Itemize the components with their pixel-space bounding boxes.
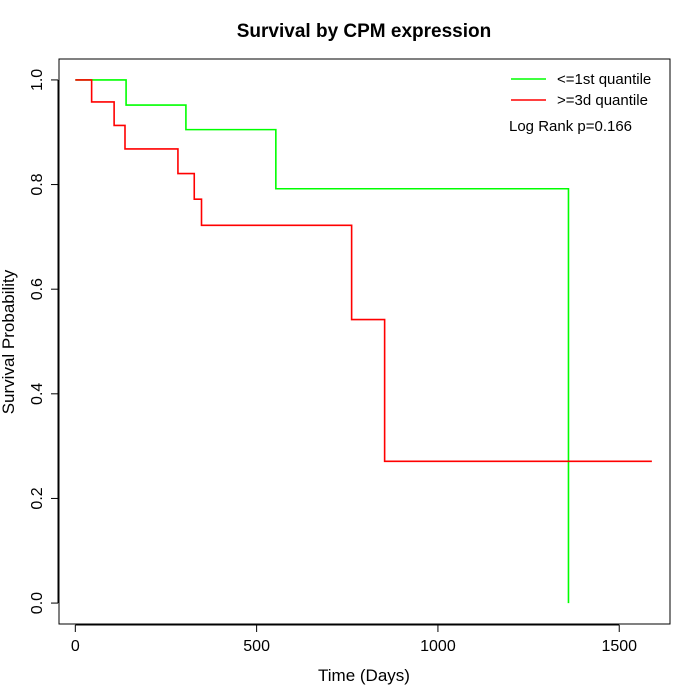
y-axis: 0.0 0.2 0.4 0.6 0.8 1.0	[29, 69, 59, 614]
y-axis-label: Survival Probability	[0, 269, 18, 414]
plot-frame	[58, 58, 671, 625]
x-axis: 0 500 1000 1500	[71, 624, 637, 655]
series-layer	[75, 79, 652, 604]
x-tick-label: 500	[243, 638, 270, 655]
y-tick-label: 1.0	[29, 69, 46, 91]
series-line-1	[75, 79, 570, 604]
y-tick-label: 0.4	[29, 383, 46, 405]
log-rank-annotation: Log Rank p=0.166	[509, 118, 632, 135]
legend: <=1st quantile >=3d quantile	[511, 71, 651, 109]
series-line-2	[75, 79, 652, 463]
y-tick-label: 0.2	[29, 487, 46, 509]
x-tick-label: 1500	[601, 638, 637, 655]
x-tick-label: 1000	[420, 638, 456, 655]
legend-label: >=3d quantile	[557, 92, 648, 109]
legend-label: <=1st quantile	[557, 71, 651, 88]
x-tick-label: 0	[71, 638, 80, 655]
chart-title: Survival by CPM expression	[237, 21, 492, 42]
y-tick-label: 0.6	[29, 278, 46, 300]
y-tick-label: 0.8	[29, 173, 46, 195]
x-axis-label: Time (Days)	[318, 666, 410, 685]
y-tick-label: 0.0	[29, 592, 46, 614]
